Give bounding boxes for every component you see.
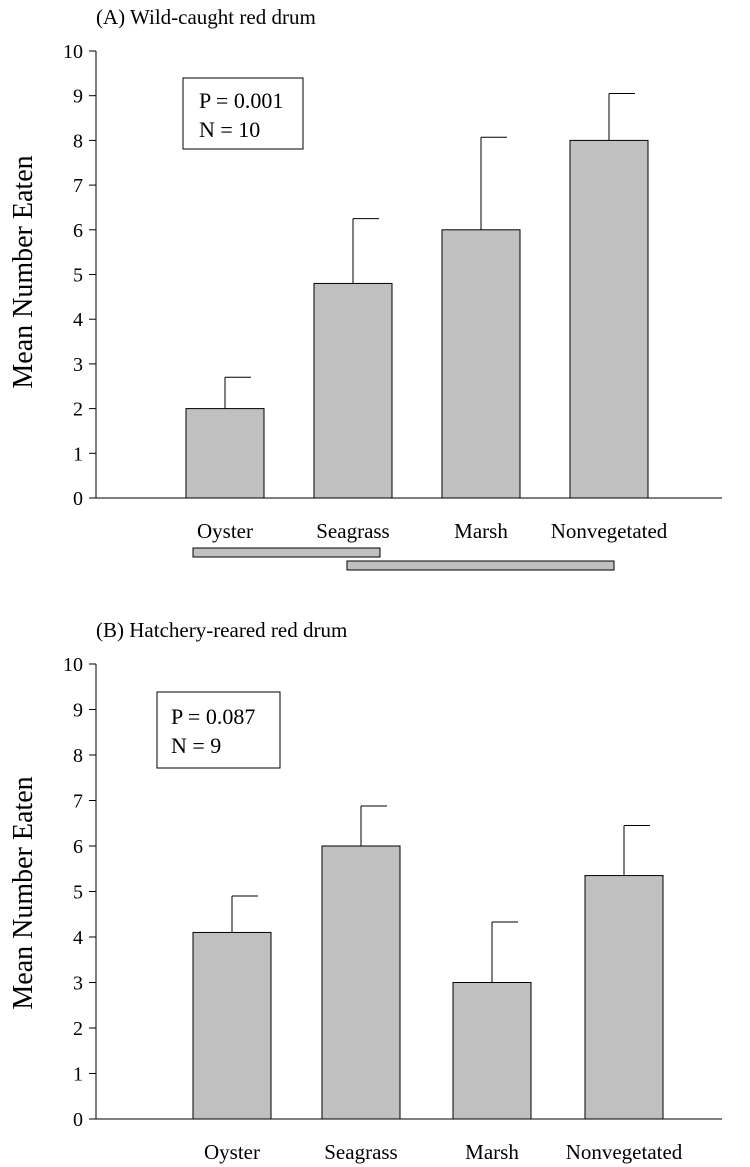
y-tick-label: 3	[73, 973, 83, 995]
bar-seagrass	[321, 845, 401, 1120]
bar-oyster	[185, 408, 265, 499]
stats-box	[156, 691, 281, 769]
y-tick-label: 1	[73, 1064, 83, 1086]
bar-nonvegetated	[569, 139, 649, 499]
category-label: Nonvegetated	[551, 519, 668, 543]
y-tick-label: 7	[73, 791, 83, 813]
y-tick-label: 8	[73, 130, 83, 152]
n-value-text: N = 10	[199, 117, 260, 142]
y-tick-label: 1	[73, 443, 83, 465]
homogeneous-group-bar	[192, 547, 381, 558]
p-value-text: P = 0.087	[171, 704, 255, 729]
n-value-text: N = 9	[171, 733, 221, 758]
y-tick-label: 6	[73, 220, 83, 242]
category-label: Nonvegetated	[566, 1140, 683, 1164]
bar-nonvegetated	[584, 875, 664, 1120]
y-tick-label: 9	[73, 700, 83, 722]
panel-b: (B) Hatchery-reared red drum Mean Number …	[8, 618, 722, 1164]
panel-a: (A) Wild-caught red drum Mean Number Eate…	[8, 5, 722, 571]
y-tick-label: 6	[73, 836, 83, 858]
category-label: Marsh	[454, 519, 508, 543]
category-label: Oyster	[204, 1140, 260, 1164]
bar-oyster	[192, 931, 272, 1120]
category-label: Marsh	[465, 1140, 519, 1164]
y-tick-label: 7	[73, 175, 83, 197]
bar-marsh	[452, 982, 532, 1120]
panel-title: (A) Wild-caught red drum	[96, 5, 316, 29]
category-label: Seagrass	[324, 1140, 397, 1164]
y-tick-label: 10	[63, 654, 83, 676]
y-tick-label: 5	[73, 265, 83, 287]
y-axis-label: Mean Number Eaten	[8, 155, 39, 388]
y-tick-label: 2	[73, 399, 83, 421]
bar-seagrass	[313, 282, 393, 499]
y-tick-label: 3	[73, 354, 83, 376]
panel-title: (B) Hatchery-reared red drum	[96, 618, 347, 642]
stats-box	[182, 77, 304, 150]
category-label: Oyster	[197, 519, 253, 543]
category-label: Seagrass	[316, 519, 389, 543]
y-tick-label: 10	[63, 41, 83, 63]
y-axis-label: Mean Number Eaten	[8, 776, 39, 1009]
p-value-text: P = 0.001	[199, 88, 283, 113]
homogeneous-group-bar	[346, 560, 615, 571]
y-tick-label: 0	[73, 488, 83, 510]
bar-marsh	[441, 229, 521, 499]
y-tick-label: 4	[73, 927, 83, 949]
y-tick-label: 8	[73, 745, 83, 767]
y-tick-label: 5	[73, 882, 83, 904]
y-tick-label: 9	[73, 86, 83, 108]
y-tick-label: 0	[73, 1109, 83, 1131]
y-tick-label: 4	[73, 309, 83, 331]
y-tick-label: 2	[73, 1018, 83, 1040]
